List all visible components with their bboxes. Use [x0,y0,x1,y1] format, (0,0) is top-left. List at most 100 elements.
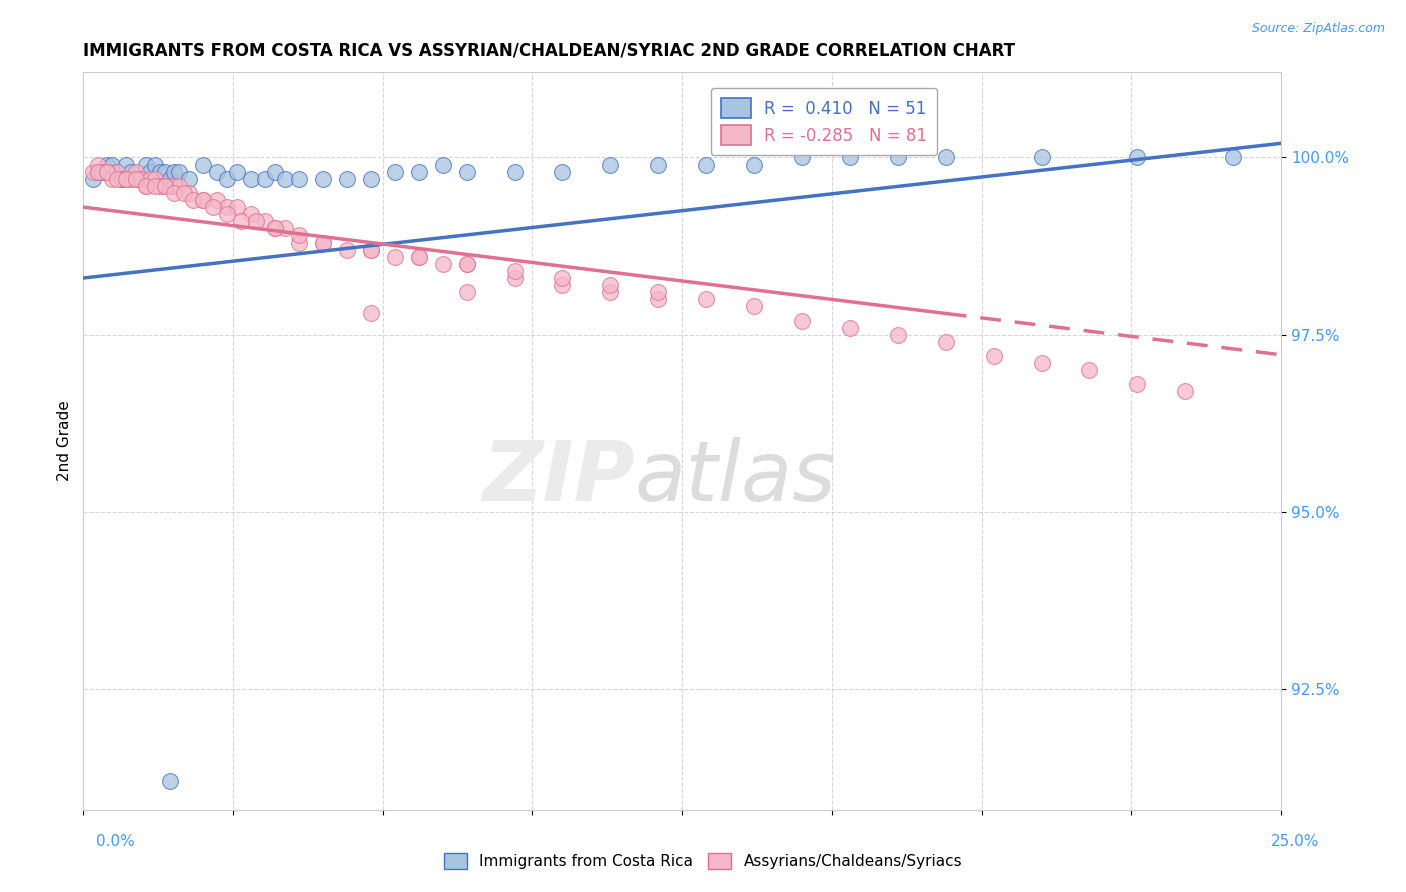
Point [695,293,717,307]
Point [408,250,430,264]
Point [790,151,813,165]
Point [91,164,114,178]
Point [149,178,172,193]
Point [1078,363,1101,377]
Point [240,171,263,186]
Text: atlas: atlas [634,437,837,518]
Point [647,285,669,300]
Point [264,164,287,178]
Point [838,320,860,334]
Text: Source: ZipAtlas.com: Source: ZipAtlas.com [1251,22,1385,36]
Point [288,228,311,243]
Point [215,171,238,186]
Point [143,178,166,193]
Point [273,221,295,235]
Point [456,257,478,271]
Point [1222,151,1244,165]
Point [551,164,574,178]
Point [1031,151,1053,165]
Point [647,158,669,172]
Point [225,164,247,178]
Point [838,151,860,165]
Point [551,278,574,293]
Point [599,278,621,293]
Point [96,164,118,178]
Point [1031,356,1053,370]
Point [86,164,108,178]
Point [159,171,181,186]
Point [207,193,229,207]
Point [384,164,406,178]
Point [456,257,478,271]
Point [273,171,295,186]
Point [129,171,152,186]
Point [163,164,186,178]
Point [288,171,311,186]
Point [135,178,157,193]
Point [163,178,186,193]
Legend: R =  0.410   N = 51, R = -0.285   N = 81: R = 0.410 N = 51, R = -0.285 N = 81 [711,88,938,155]
Point [96,158,118,172]
Point [125,171,148,186]
Point [115,158,138,172]
Point [191,193,214,207]
Point [647,293,669,307]
Point [503,264,526,278]
Point [360,306,382,320]
Point [599,285,621,300]
Point [336,171,359,186]
Point [159,178,181,193]
Point [149,164,172,178]
Point [1174,384,1197,399]
Point [360,171,382,186]
Point [360,243,382,257]
Point [82,171,104,186]
Point [503,164,526,178]
Point [86,158,108,172]
Point [143,158,166,172]
Point [1126,151,1149,165]
Point [139,171,162,186]
Point [86,164,108,178]
Point [312,235,335,250]
Point [408,250,430,264]
Point [105,171,128,186]
Point [191,193,214,207]
Point [336,243,359,257]
Point [384,250,406,264]
Point [101,171,124,186]
Point [288,235,311,250]
Point [887,151,910,165]
Point [111,171,134,186]
Point [456,285,478,300]
Point [143,171,166,186]
Point [695,158,717,172]
Text: 25.0%: 25.0% [1271,834,1319,848]
Point [177,171,200,186]
Point [456,164,478,178]
Y-axis label: 2nd Grade: 2nd Grade [58,401,72,482]
Point [173,186,195,200]
Point [983,349,1005,363]
Point [432,158,454,172]
Point [312,171,335,186]
Text: 0.0%: 0.0% [96,834,135,848]
Point [129,171,152,186]
Point [105,164,128,178]
Point [82,164,104,178]
Point [159,774,181,789]
Text: ZIP: ZIP [482,437,634,518]
Point [742,158,765,172]
Point [191,158,214,172]
Point [432,257,454,271]
Point [264,221,287,235]
Point [215,207,238,221]
Point [408,164,430,178]
Point [105,164,128,178]
Point [254,214,277,228]
Point [111,171,134,186]
Point [96,164,118,178]
Point [153,178,176,193]
Point [201,200,224,214]
Point [240,207,263,221]
